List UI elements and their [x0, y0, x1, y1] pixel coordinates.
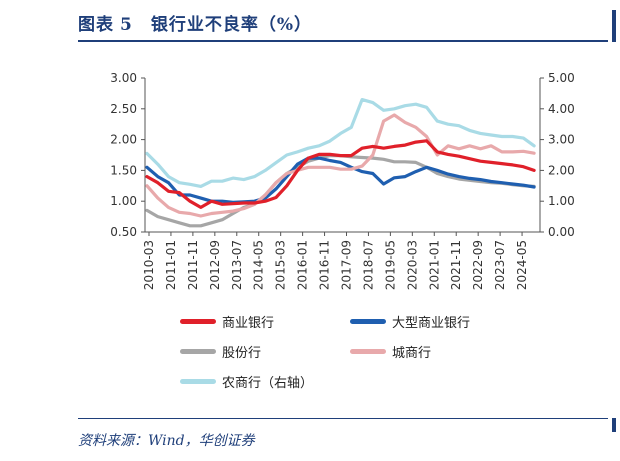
chart-title: 图表 5 银行业不良率（%）	[78, 10, 312, 35]
series-line	[145, 156, 536, 204]
x-tick-label: 2013-07	[230, 240, 244, 290]
x-tick-label: 2014-05	[252, 240, 266, 290]
legend-item: 农商行（右轴）	[180, 372, 313, 391]
x-tick-label: 2010-03	[142, 240, 156, 290]
y-left-tick-label: 2.00	[110, 133, 137, 147]
x-tick-label: 2012-09	[208, 240, 222, 290]
legend-item: 大型商业银行	[350, 312, 470, 331]
legend-swatch	[180, 319, 216, 324]
legend-swatch	[350, 349, 386, 354]
legend-swatch	[180, 349, 216, 354]
edge-mark-bottom	[612, 418, 616, 432]
source-note: 资料来源：Wind，华创证券	[78, 433, 255, 449]
figure-title: 银行业不良率（%）	[150, 15, 312, 35]
x-tick-label: 2015-03	[274, 240, 288, 290]
figure-label: 图表	[78, 15, 114, 35]
title-rule	[78, 40, 608, 42]
y-left-tick-label: 1.00	[110, 194, 137, 208]
x-tick-label: 2011-11	[186, 240, 200, 290]
x-tick-label: 2011-01	[164, 240, 178, 290]
series-line	[145, 97, 536, 188]
y-right-tick-label: 5.00	[548, 71, 575, 85]
x-tick-label: 2016-11	[318, 240, 332, 290]
x-tick-label: 2017-09	[340, 240, 354, 290]
y-right-tick-label: 0.00	[548, 225, 575, 239]
legend-label: 商业银行	[222, 316, 275, 331]
legend-swatch	[350, 319, 386, 324]
legend-label: 农商行（右轴）	[222, 376, 314, 391]
x-tick-label: 2023-07	[493, 240, 507, 290]
legend-item: 商业银行	[180, 312, 274, 331]
x-tick-label: 2022-09	[471, 240, 485, 290]
legend-label: 城商行	[392, 346, 432, 361]
legend-swatch	[180, 379, 216, 384]
y-left-tick-label: 1.50	[110, 163, 137, 177]
x-tick-label: 2021-01	[427, 240, 441, 290]
edge-mark-top	[612, 10, 616, 42]
y-right-tick-label: 3.00	[548, 133, 575, 147]
y-left-tick-label: 0.50	[110, 225, 137, 239]
legend-item: 股份行	[180, 342, 261, 361]
x-tick-label: 2018-07	[361, 240, 375, 290]
series-line	[145, 113, 536, 218]
series-line	[145, 139, 536, 209]
y-left-tick-label: 2.50	[110, 102, 137, 116]
x-tick-label: 2020-03	[405, 240, 419, 290]
legend-label: 股份行	[222, 346, 262, 361]
y-right-tick-label: 1.00	[548, 194, 575, 208]
y-right-tick-label: 4.00	[548, 102, 575, 116]
y-left-tick-label: 3.00	[110, 71, 137, 85]
x-tick-label: 2024-05	[515, 240, 529, 290]
x-tick-label: 2016-01	[296, 240, 310, 290]
figure-number: 5	[120, 15, 133, 35]
x-tick-label: 2021-11	[449, 240, 463, 290]
footer-rule	[78, 418, 608, 419]
y-right-tick-label: 2.00	[548, 163, 575, 177]
legend-label: 大型商业银行	[392, 316, 471, 331]
x-tick-label: 2019-05	[383, 240, 397, 290]
legend-item: 城商行	[350, 342, 431, 361]
